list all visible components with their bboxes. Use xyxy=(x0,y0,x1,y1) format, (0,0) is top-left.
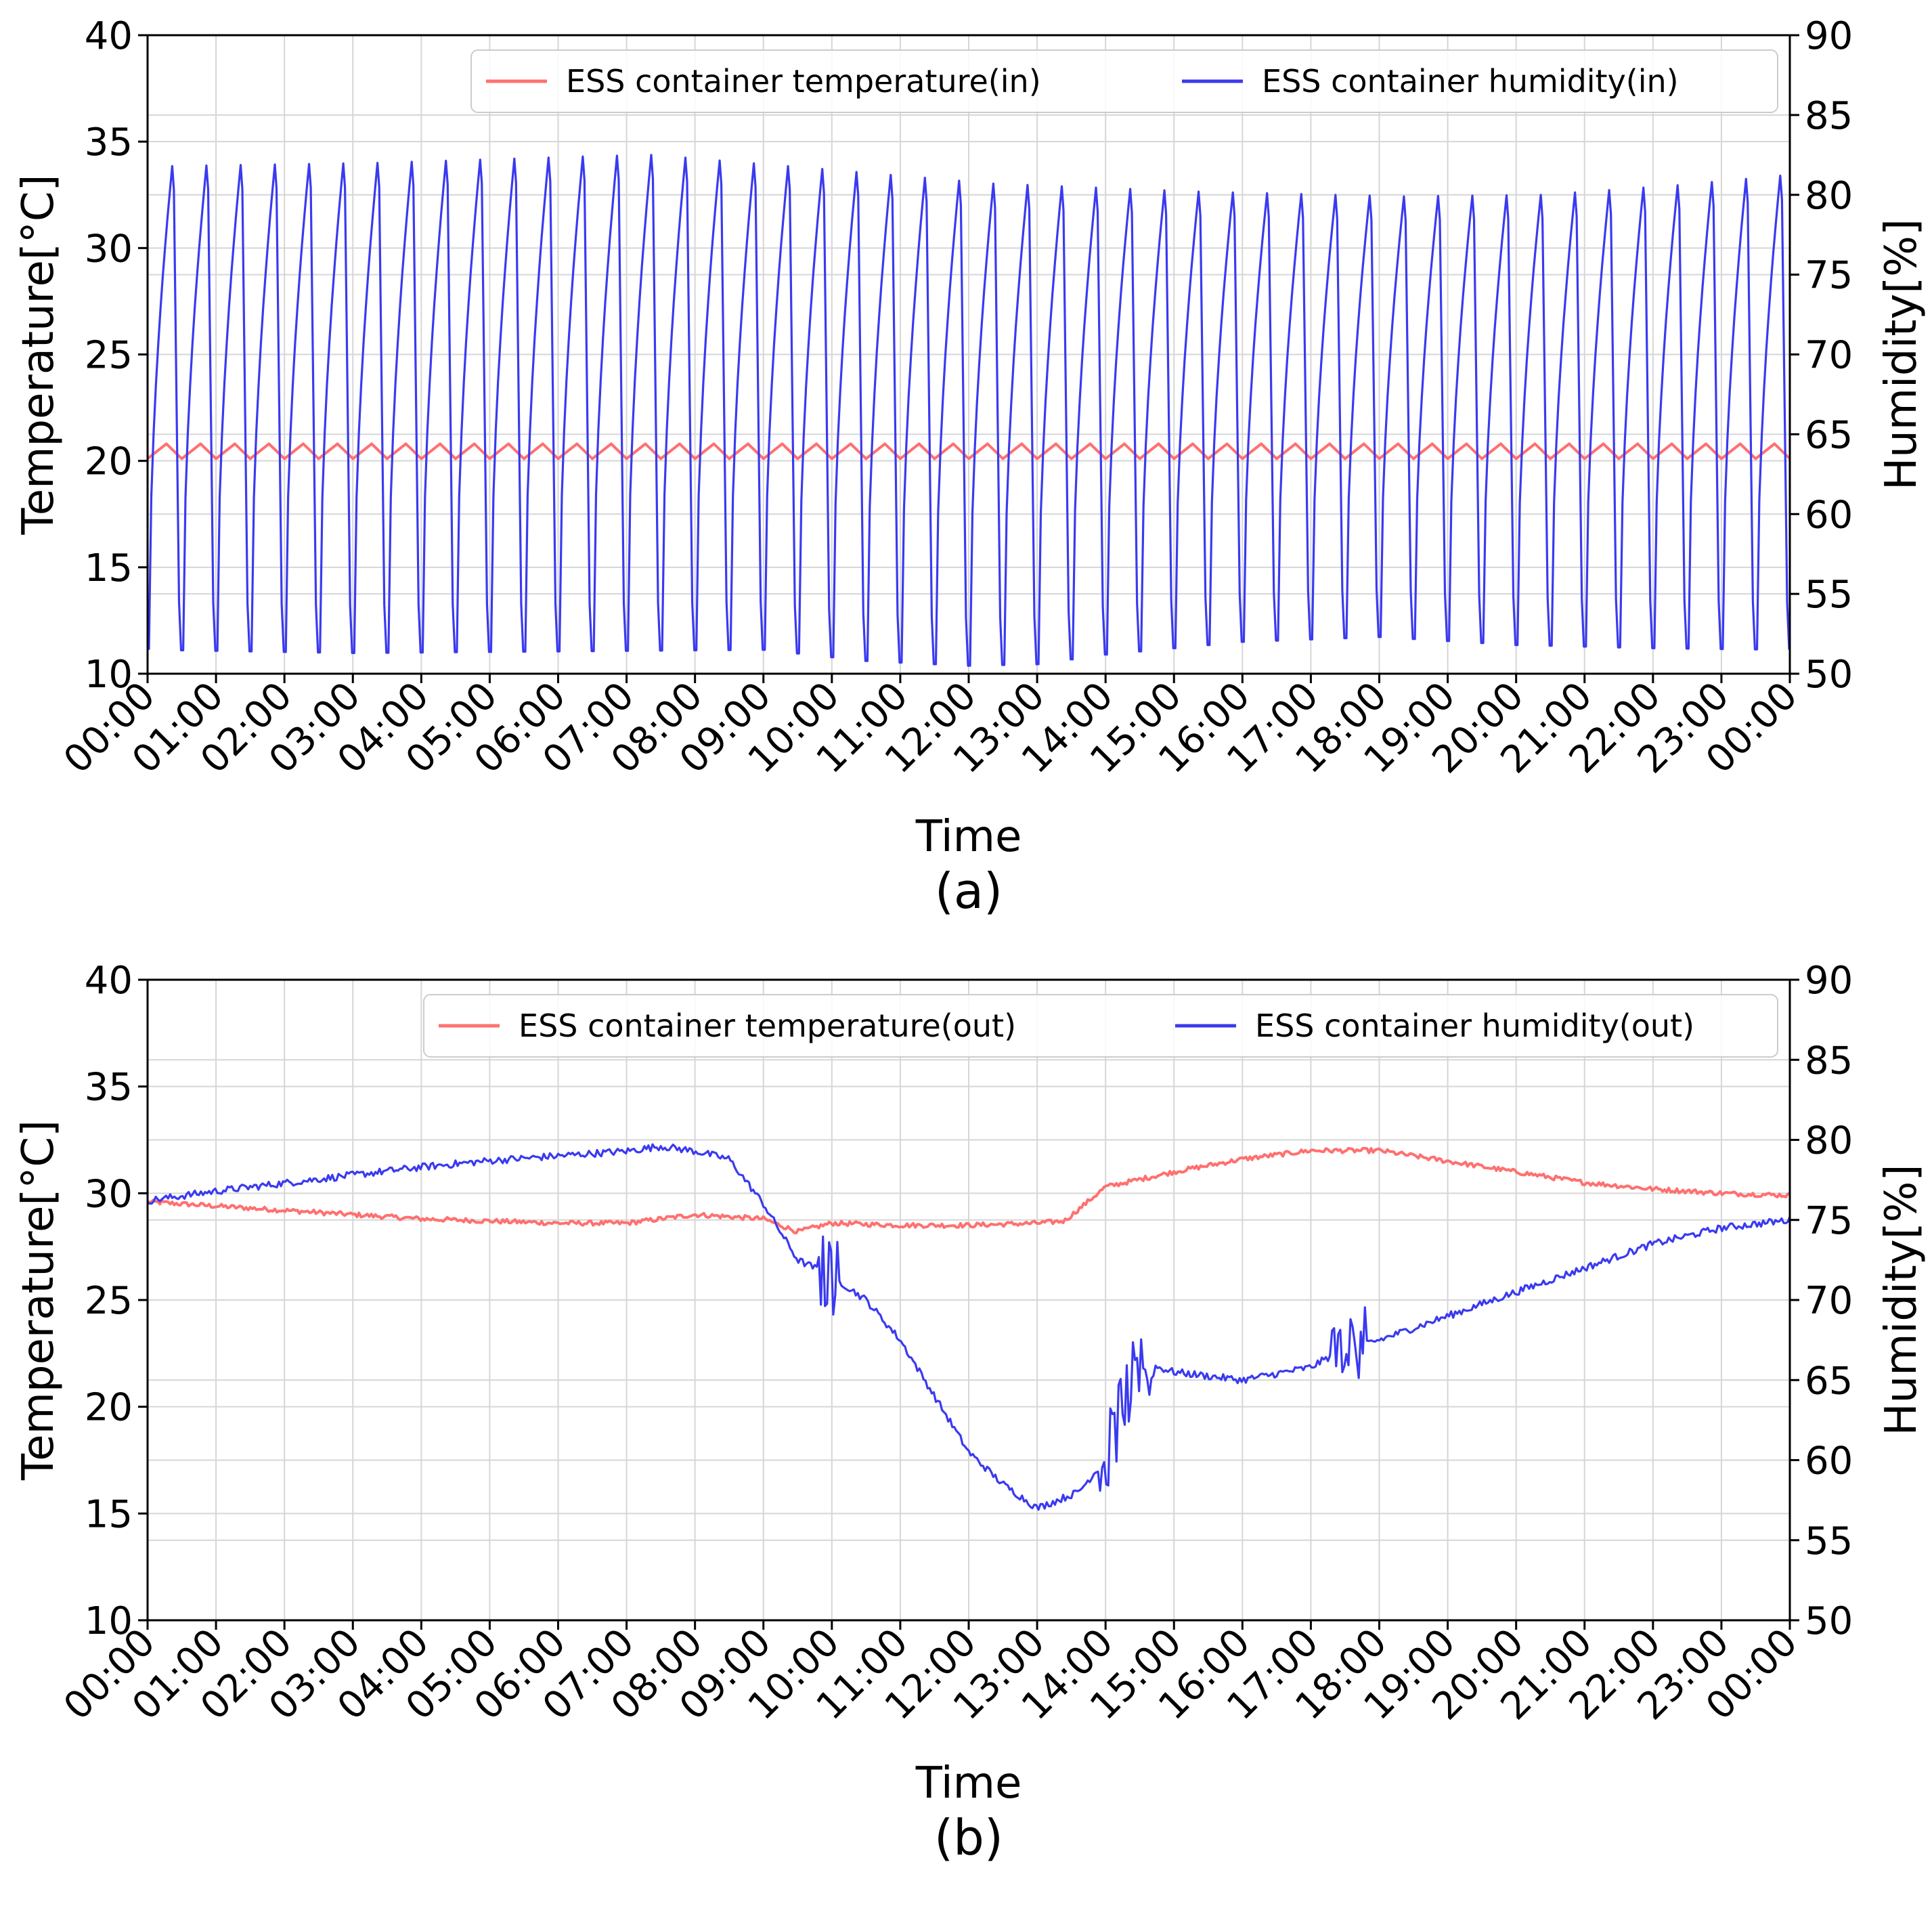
right-tick-label: 70 xyxy=(1805,1279,1853,1323)
left-tick-label: 15 xyxy=(85,1492,133,1536)
right-tick-label: 85 xyxy=(1805,94,1853,138)
right-tick-label: 65 xyxy=(1805,1359,1853,1403)
right-tick-label: 55 xyxy=(1805,573,1853,617)
left-tick-label: 40 xyxy=(85,14,133,58)
y-axis-right-label: Humidity[%] xyxy=(1876,1165,1927,1436)
humidity-series-line xyxy=(148,154,1791,667)
left-tick-label: 35 xyxy=(85,121,133,165)
y-axis-left-label: Temperature[°C] xyxy=(14,174,64,535)
legend-temperature-label: ESS container temperature(in) xyxy=(566,63,1041,100)
left-tick-label: 10 xyxy=(85,653,133,697)
x-axis-label: Time xyxy=(915,812,1022,862)
temperature-series-line xyxy=(146,442,1791,460)
panel-label: (b) xyxy=(934,1809,1003,1866)
left-tick-label: 25 xyxy=(85,334,133,378)
legend-box xyxy=(470,49,1778,113)
right-tick-label: 50 xyxy=(1805,1599,1853,1643)
right-tick-label: 50 xyxy=(1805,653,1853,697)
chart-panel-b: 1015202530354050556065707580859000:0001:… xyxy=(14,959,1927,1866)
legend-humidity-label: ESS container humidity(in) xyxy=(1262,63,1679,100)
right-tick-label: 90 xyxy=(1805,14,1853,58)
right-tick-label: 60 xyxy=(1805,1439,1853,1483)
left-tick-label: 15 xyxy=(85,546,133,590)
left-tick-label: 30 xyxy=(85,227,133,271)
legend-humidity-label: ESS container humidity(out) xyxy=(1255,1008,1694,1044)
humidity-series-line xyxy=(147,1143,1791,1511)
right-tick-label: 80 xyxy=(1805,1119,1853,1163)
legend: ESS container temperature(out) ESS contai… xyxy=(423,994,1778,1058)
y-axis-right-label: Humidity[%] xyxy=(1876,219,1927,490)
x-axis-label: Time xyxy=(915,1758,1022,1808)
y-axis-left-label: Temperature[°C] xyxy=(14,1120,64,1481)
right-tick-label: 60 xyxy=(1805,493,1853,537)
right-tick-label: 80 xyxy=(1805,174,1853,218)
right-tick-label: 90 xyxy=(1805,959,1853,1003)
left-tick-label: 35 xyxy=(85,1066,133,1110)
left-tick-label: 20 xyxy=(85,1386,133,1430)
panel-label: (a) xyxy=(935,863,1003,919)
left-tick-label: 10 xyxy=(85,1599,133,1643)
chart-panel-a: 1015202530354050556065707580859000:0001:… xyxy=(14,14,1927,919)
legend: ESS container temperature(in) ESS contain… xyxy=(470,49,1778,113)
left-tick-label: 40 xyxy=(85,959,133,1003)
legend-temperature-label: ESS container temperature(out) xyxy=(519,1008,1016,1044)
left-tick-label: 25 xyxy=(85,1279,133,1323)
left-tick-label: 30 xyxy=(85,1172,133,1216)
gridlines xyxy=(147,979,1791,1621)
left-tick-label: 20 xyxy=(85,440,133,484)
legend-box xyxy=(423,994,1778,1058)
right-tick-label: 75 xyxy=(1805,254,1853,298)
right-tick-label: 85 xyxy=(1805,1039,1853,1083)
right-tick-label: 75 xyxy=(1805,1199,1853,1243)
right-tick-label: 70 xyxy=(1805,334,1853,378)
right-tick-label: 65 xyxy=(1805,413,1853,457)
right-tick-label: 55 xyxy=(1805,1519,1853,1563)
temperature-series-line xyxy=(146,1146,1791,1235)
